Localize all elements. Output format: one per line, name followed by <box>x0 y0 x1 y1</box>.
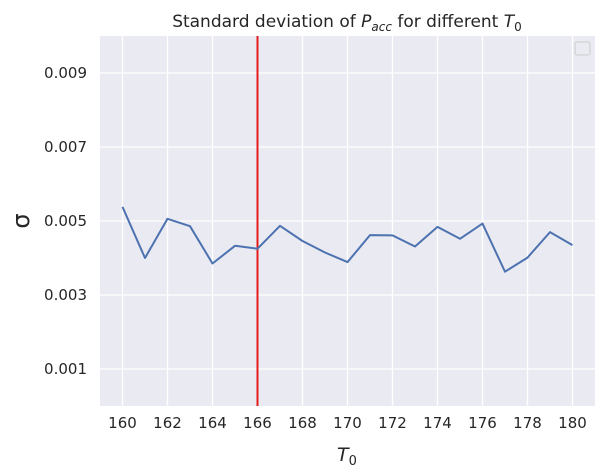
x-tick-label: 172 <box>378 414 407 432</box>
y-tick-labels: 0.001 0.003 0.005 0.007 0.009 <box>44 64 87 378</box>
x-tick-label: 160 <box>108 414 137 432</box>
x-tick-label: 178 <box>513 414 542 432</box>
x-tick-label: 166 <box>243 414 272 432</box>
title-symbol-p: P <box>361 12 372 32</box>
title-subscript-0: 0 <box>514 20 522 34</box>
title-middle: for different <box>392 12 504 32</box>
y-tick-label: 0.003 <box>44 286 87 304</box>
x-tick-labels: 160 162 164 166 168 170 172 174 176 178 180 <box>108 414 587 432</box>
series-lines <box>121 206 574 273</box>
y-tick-label: 0.007 <box>44 138 87 156</box>
y-tick-label: 0.009 <box>44 64 87 82</box>
series-line <box>121 206 574 273</box>
y-axis-label: σ <box>7 213 35 228</box>
x-tick-label: 170 <box>333 414 362 432</box>
x-tick-label: 180 <box>558 414 587 432</box>
title-prefix: Standard deviation of <box>172 12 361 32</box>
legend-box <box>574 41 591 56</box>
y-tick-label: 0.001 <box>44 360 87 378</box>
chart-title: Standard deviation of Pacc for different… <box>172 12 522 34</box>
x-axis-subscript: 0 <box>349 454 357 469</box>
x-tick-label: 164 <box>198 414 227 432</box>
title-subscript-acc: acc <box>371 20 392 34</box>
y-grid <box>100 72 595 370</box>
x-axis-label: T0 <box>337 444 357 469</box>
title-symbol-t: T <box>504 12 516 32</box>
x-tick-label: 162 <box>153 414 182 432</box>
y-tick-label: 0.005 <box>44 212 87 230</box>
x-axis-symbol: T <box>337 444 350 466</box>
x-tick-label: 174 <box>423 414 452 432</box>
x-tick-label: 176 <box>468 414 497 432</box>
x-tick-label: 168 <box>288 414 317 432</box>
